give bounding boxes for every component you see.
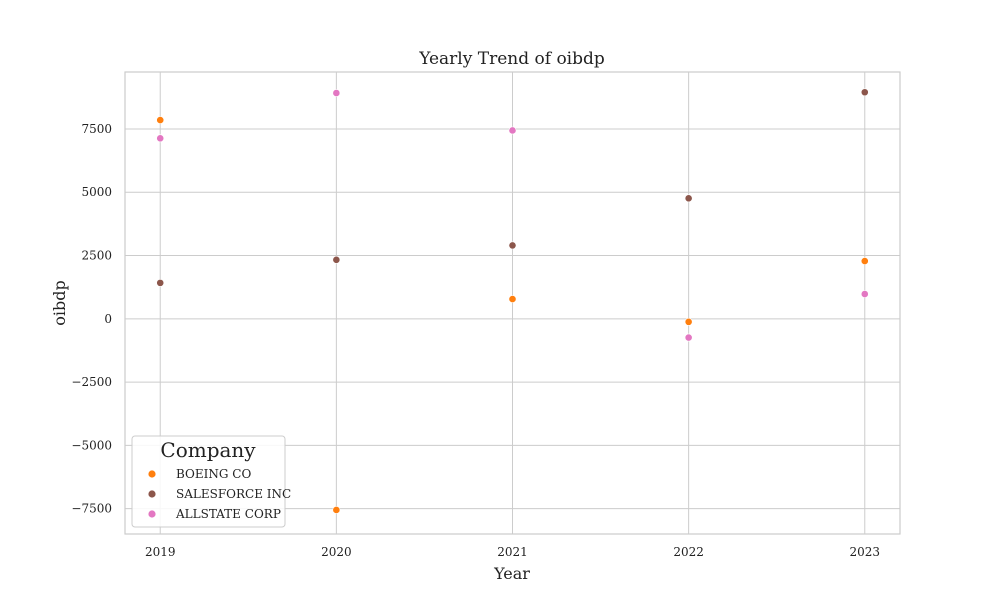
legend-box [131,435,286,528]
y-tick-label: −2500 [71,375,112,389]
legend-label: ALLSTATE CORP [175,507,281,521]
data-point [860,257,869,266]
y-tick-label: 2500 [81,249,112,263]
y-tick-label: 5000 [81,185,112,199]
legend-marker [148,490,156,498]
y-tick-label: −7500 [71,502,112,516]
x-tick-label: 2021 [497,545,528,559]
chart-title: Yearly Trend of oibdp [418,49,605,69]
legend-marker [148,470,156,478]
y-tick-label: −5000 [71,438,112,452]
x-tick-label: 2023 [849,545,880,559]
data-point [508,295,517,303]
legend: Company BOEING CO SALESFORCE INC ALLSTATE … [131,435,291,528]
x-tick-label: 2020 [321,545,352,559]
data-point [332,89,341,97]
tick-labels: 2019 2020 2021 2022 2023 −7500 −5000 −2500 0 2500… [71,122,880,559]
data-point [156,116,165,124]
data-point [684,317,693,326]
plot-area-frame [124,71,901,535]
data-point [508,126,517,135]
data-point [860,88,869,97]
legend-label: BOEING CO [176,467,251,481]
data-points [156,88,869,514]
legend-title: Company [160,438,256,462]
y-tick-label: 0 [104,312,112,326]
data-point [684,194,693,203]
data-point [860,290,869,298]
data-point [332,506,341,514]
y-axis-label: oibdp [50,280,69,325]
data-point [508,241,517,250]
x-axis-label: Year [493,564,530,583]
legend-marker [148,510,156,518]
x-tick-label: 2019 [145,545,176,559]
data-point [156,278,165,287]
y-tick-label: 7500 [81,122,112,136]
legend-items: BOEING CO SALESFORCE INC ALLSTATE CORP [148,467,291,521]
data-point [684,333,693,342]
data-point [156,134,165,143]
x-tick-label: 2022 [673,545,704,559]
data-point [332,255,341,264]
legend-label: SALESFORCE INC [176,487,291,501]
